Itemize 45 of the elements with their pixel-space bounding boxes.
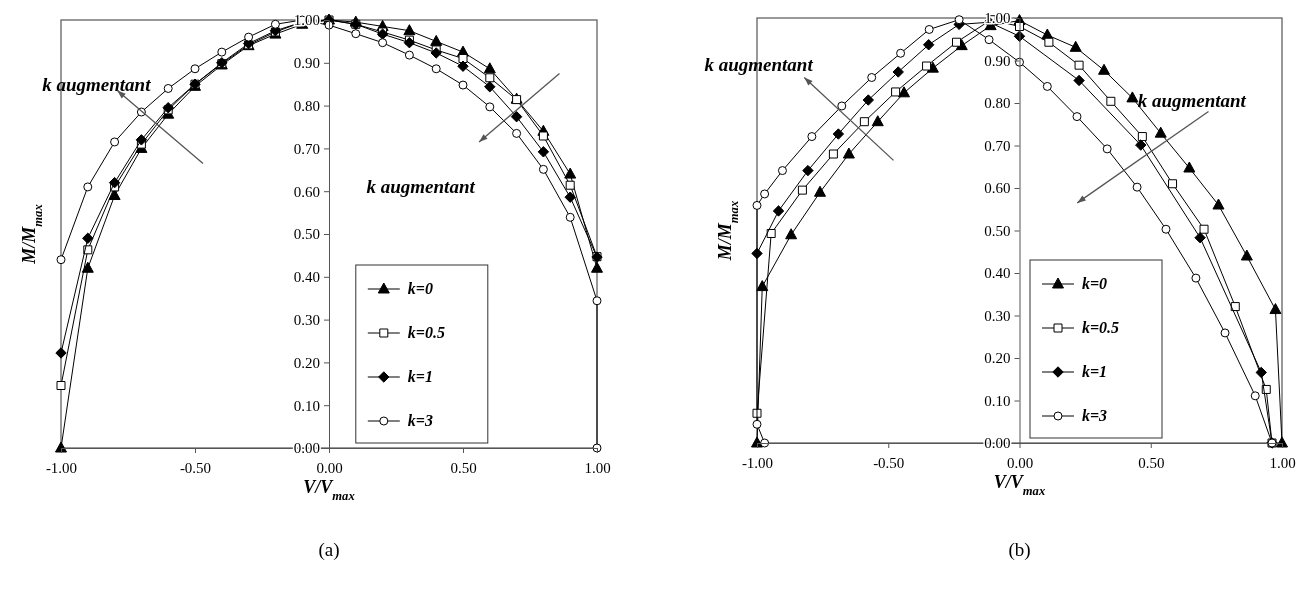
- legend-label: k=0: [1082, 275, 1108, 292]
- x-tick-label: -1.00: [741, 454, 774, 471]
- text: (a): [318, 539, 340, 561]
- legend-label: k=1: [407, 368, 433, 385]
- y-tick-label: 0.20: [984, 350, 1011, 367]
- y-tick-label: 0.70: [293, 140, 320, 157]
- x-tick-label: -0.50: [179, 459, 212, 476]
- y-tick-label: 0.70: [984, 137, 1011, 154]
- y-tick-label: 0.80: [984, 95, 1011, 112]
- y-tick-label: 0.30: [984, 307, 1011, 324]
- x-tick-label: -1.00: [45, 459, 78, 476]
- x-axis-title: V/V$_{max}$: [303, 477, 355, 503]
- x-tick-label: 0.50: [450, 459, 477, 476]
- legend-label: k=0.5: [407, 324, 445, 341]
- x-tick-label: 0.50: [1138, 454, 1165, 471]
- x-tick-label: 0.00: [316, 459, 343, 476]
- x-tick-label: -0.50: [873, 454, 905, 471]
- legend-label: k=0: [407, 280, 433, 297]
- legend-label: k=1: [1082, 363, 1108, 380]
- y-tick-label: 0.50: [984, 222, 1011, 239]
- x-tick-label: 1.00: [1269, 454, 1296, 471]
- x-tick-label: 0.00: [1006, 454, 1034, 471]
- y-tick-label: 0.40: [293, 269, 320, 286]
- y-tick-label: 0.10: [293, 397, 320, 414]
- y-tick-label: 0.50: [293, 226, 320, 243]
- x-axis-title: V/V$_{max}$: [993, 472, 1046, 498]
- legend-label: k=0.5: [1082, 319, 1120, 336]
- y-tick-label: 0.60: [293, 183, 320, 200]
- annotation: k augmentant: [1137, 90, 1247, 112]
- y-tick-label: 0.40: [984, 265, 1011, 282]
- annotation: k augmentant: [366, 176, 476, 198]
- legend-label: k=3: [407, 412, 433, 429]
- annotation: k augmentant: [704, 54, 814, 76]
- y-tick-label: 0.80: [293, 97, 320, 114]
- y-tick-label: 0.30: [293, 311, 320, 328]
- y-tick-label: 0.60: [984, 180, 1011, 197]
- x-tick-label: 1.00: [584, 459, 611, 476]
- y-tick-label: 0.90: [984, 52, 1011, 69]
- y-tick-label: 0.20: [293, 354, 320, 371]
- annotation: k augmentant: [42, 73, 152, 95]
- y-tick-label: 1.00: [984, 10, 1011, 27]
- y-tick-label: 0.10: [984, 392, 1011, 409]
- y-tick-label: 0.90: [293, 55, 320, 72]
- text: (b): [1008, 539, 1031, 561]
- legend-label: k=3: [1082, 407, 1108, 424]
